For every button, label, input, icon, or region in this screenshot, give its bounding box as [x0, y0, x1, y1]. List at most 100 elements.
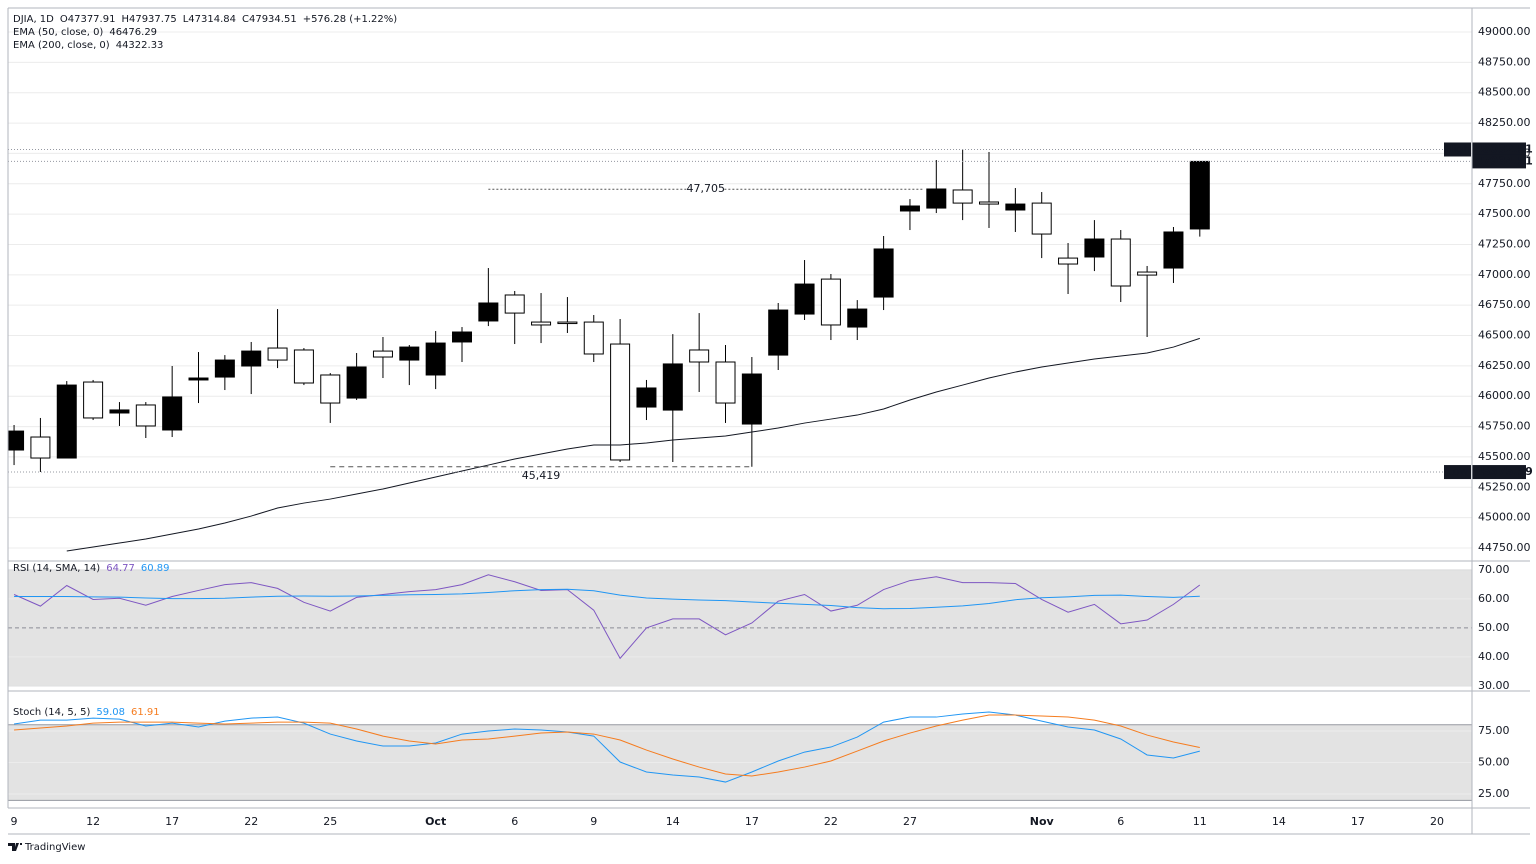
candle-body [583, 321, 604, 355]
x-tick-label: 27 [903, 815, 917, 828]
x-tick-label: 22 [244, 815, 258, 828]
stoch-legend: Stoch (14, 5, 5) 59.08 61.91 [13, 707, 160, 718]
y-tick-label: 46000.00 [1478, 389, 1531, 402]
logo-mark [8, 843, 22, 851]
candle-body [531, 321, 552, 326]
candle-body [425, 342, 446, 376]
x-tick-label: 11 [1193, 815, 1207, 828]
candle-body [372, 350, 393, 358]
candle-body [979, 201, 1000, 205]
candle-body [478, 302, 499, 322]
x-tick-label: 14 [1272, 815, 1286, 828]
candle-body [1163, 231, 1184, 269]
frame [7, 7, 1530, 835]
candle-body [1137, 271, 1158, 276]
candle-body [636, 387, 657, 408]
rsi-sma-value: 60.89 [141, 563, 170, 574]
candle-body [662, 363, 683, 411]
x-tick-label: 22 [824, 815, 838, 828]
candle-body [1005, 203, 1026, 211]
candle-body [56, 384, 77, 459]
price-label-name-box [1444, 465, 1471, 480]
high: H47937.75 [121, 14, 176, 25]
y-tick-label: 50.00 [1478, 621, 1510, 634]
candle-body [610, 343, 631, 461]
price-label-name: High [1445, 142, 1470, 155]
y-tick-label: 47750.00 [1478, 177, 1531, 190]
price-pane: 47,705 45,419 [8, 31, 1472, 552]
candle-body [293, 349, 314, 384]
candle-body [109, 409, 130, 414]
x-tick-label: 12 [86, 815, 100, 828]
candle-body [241, 350, 262, 367]
rsi-legend: RSI (14, SMA, 14) 64.77 60.89 [13, 563, 170, 574]
candle-body [873, 248, 894, 298]
candle-body [1058, 257, 1079, 265]
candle-body [926, 188, 947, 209]
candle-body [452, 331, 473, 343]
annotation-label-bg [687, 183, 724, 196]
ema50-legend: EMA (50, close, 0) 46476.29 [13, 27, 157, 38]
y-tick-label: 47250.00 [1478, 237, 1531, 250]
stoch-d-value: 61.91 [131, 707, 160, 718]
y-tick-label: 47000.00 [1478, 268, 1531, 281]
candle-body [83, 381, 104, 419]
y-tick-label: 48500.00 [1478, 86, 1531, 99]
y-tick-label: 70.00 [1478, 563, 1510, 576]
candle-body [820, 278, 841, 326]
y-tick-label: 50.00 [1478, 756, 1510, 769]
candle-body [741, 373, 762, 425]
candle-body [162, 396, 183, 431]
candle-body [952, 189, 973, 204]
y-tick-label: 48250.00 [1478, 116, 1531, 129]
candle-body [135, 404, 156, 427]
x-tick-label: 17 [745, 815, 759, 828]
x-tick-label: 17 [1351, 815, 1365, 828]
y-tick-label: 45250.00 [1478, 480, 1531, 493]
stoch-title: Stoch (14, 5, 5) [13, 707, 90, 718]
y-tick-label: 45500.00 [1478, 450, 1531, 463]
x-tick-label: 6 [511, 815, 518, 828]
series-line [14, 588, 1200, 610]
ema200-legend: EMA (200, close, 0) 44322.33 [13, 40, 163, 51]
ema200-name: EMA (200, close, 0) [13, 40, 110, 51]
candle-body [557, 321, 578, 325]
candle-body [30, 436, 51, 459]
x-tick-label: 20 [1430, 815, 1444, 828]
x-tick-label: 9 [590, 815, 597, 828]
x-tick-label: 17 [165, 815, 179, 828]
symbol-legend: DJIA, 1D O47377.91 H47937.75 L47314.84 C4793… [13, 14, 397, 25]
y-tick-label: 30.00 [1478, 679, 1510, 692]
y-tick-label: 46500.00 [1478, 329, 1531, 342]
price-label-name-box [1444, 142, 1471, 157]
ema200-value: 44322.33 [116, 40, 164, 51]
candle-body [214, 359, 235, 378]
y-tick-label: 46750.00 [1478, 298, 1531, 311]
change: +576.28 (+1.22%) [303, 14, 398, 25]
y-tick-label: 75.00 [1478, 724, 1510, 737]
x-tick-label: 9 [11, 815, 18, 828]
y-tick-label: 44750.00 [1478, 541, 1531, 554]
ema50-value: 46476.29 [109, 27, 157, 38]
candle-body [794, 283, 815, 315]
candle-body [267, 347, 288, 361]
rsi-pane [8, 569, 1472, 687]
candle-body [188, 377, 209, 381]
candle-body [8, 430, 25, 451]
candle-body [689, 349, 710, 363]
price-label-box [1472, 465, 1526, 480]
series-line [66, 337, 1200, 552]
candle-body [1189, 160, 1210, 230]
y-tick-label: 40.00 [1478, 650, 1510, 663]
candle-body [1084, 238, 1105, 258]
candle-body [899, 205, 920, 212]
rsi-value: 64.77 [106, 563, 135, 574]
price-label-name: Low [1447, 465, 1469, 478]
x-tick-label: 6 [1117, 815, 1124, 828]
overlay-layer: 44750.00 45000.00 45250.00 45500.00 45750.00… [11, 25, 1533, 828]
candle-body [346, 366, 367, 399]
x-tick-label: 14 [666, 815, 680, 828]
candle-body [715, 361, 736, 404]
